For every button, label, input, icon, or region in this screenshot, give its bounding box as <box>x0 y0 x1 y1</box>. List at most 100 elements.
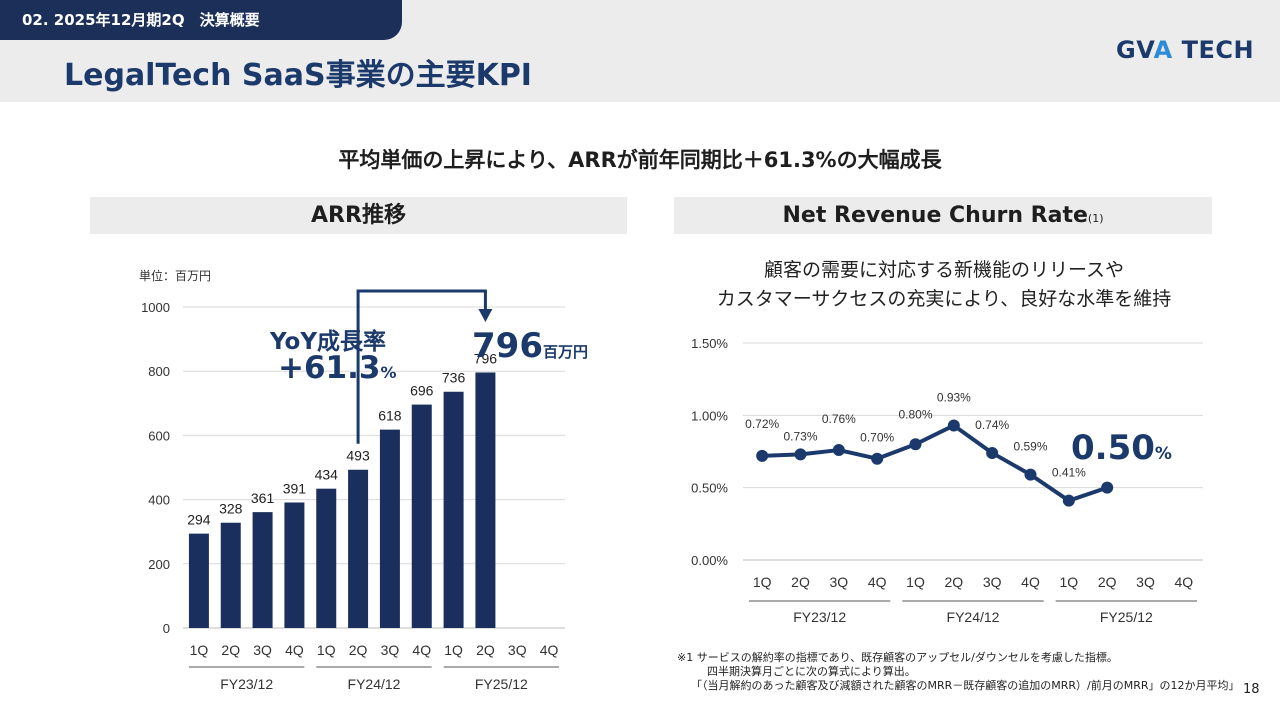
footnote-line3: 「（当月解約のあった顧客及び減額された顧客のMRR－既存顧客の追加のMRR）/前… <box>691 679 1240 692</box>
arr-y-tick-label: 400 <box>148 493 170 508</box>
arr-x-tick-label: 3Q <box>508 642 527 658</box>
churn-point <box>756 449 769 462</box>
arr-data-label: 361 <box>251 490 275 506</box>
slide-headline: 平均単価の上昇により、ARRが前年同期比＋61.3%の大幅成長 <box>338 148 942 172</box>
churn-x-tick-label: 1Q <box>753 574 772 590</box>
arr-x-tick-label: 4Q <box>540 642 559 658</box>
yoy-growth-label: YoY成長率 <box>270 329 386 355</box>
company-logo: GVA TECH <box>1116 36 1254 64</box>
churn-x-tick-label: 2Q <box>1098 574 1117 590</box>
arr-y-tick-label: 600 <box>148 428 170 443</box>
arr-y-tick-label: 0 <box>163 621 170 636</box>
arr-group-label: FY24/12 <box>348 676 401 692</box>
arr-x-tick-label: 3Q <box>381 642 400 658</box>
churn-point <box>1101 481 1114 494</box>
churn-point <box>909 438 922 451</box>
arr-x-tick-label: 2Q <box>349 642 368 658</box>
arr-latest-number: 796 <box>472 326 543 366</box>
arr-data-label: 434 <box>315 467 339 483</box>
arr-x-tick-label: 4Q <box>412 642 431 658</box>
footnote: ※1 サービスの解約率の指標であり、既存顧客のアップセル/ダウンセルを考慮した指… <box>677 651 1240 693</box>
churn-point <box>1062 494 1075 507</box>
churn-x-tick-label: 4Q <box>1174 574 1193 590</box>
churn-x-tick-label: 1Q <box>906 574 925 590</box>
arr-x-tick-label: 1Q <box>317 642 336 658</box>
arr-data-label: 391 <box>283 480 307 496</box>
yoy-growth-value: +61.3% <box>278 350 397 386</box>
churn-x-tick-label: 2Q <box>944 574 963 590</box>
churn-data-label: 0.59% <box>1013 440 1047 454</box>
churn-latest-number: 0.50 <box>1071 428 1155 468</box>
arr-x-tick-label: 2Q <box>476 642 495 658</box>
churn-group-label: FY25/12 <box>1100 609 1153 625</box>
page-title: LegalTech SaaS事業の主要KPI <box>64 58 532 93</box>
arr-bar <box>316 488 337 628</box>
churn-x-tick-label: 3Q <box>983 574 1002 590</box>
churn-point <box>947 419 960 432</box>
arr-bar <box>443 391 464 628</box>
arr-bar <box>411 404 432 628</box>
arr-unit-label: 単位：百万円 <box>139 269 212 283</box>
arr-panel-title: ARR推移 <box>90 197 627 234</box>
yoy-arrowhead <box>478 309 493 322</box>
arr-data-label: 736 <box>442 370 466 386</box>
churn-point <box>832 444 845 457</box>
arr-x-tick-label: 1Q <box>190 642 209 658</box>
churn-x-tick-label: 2Q <box>791 574 810 590</box>
churn-group-label: FY23/12 <box>793 609 846 625</box>
churn-point <box>871 452 884 465</box>
churn-latest-callout: 0.50% <box>1071 428 1172 468</box>
arr-x-tick-label: 4Q <box>285 642 304 658</box>
arr-x-tick-label: 3Q <box>253 642 272 658</box>
churn-latest-unit: % <box>1154 444 1172 464</box>
churn-data-label: 0.72% <box>745 417 779 431</box>
arr-data-label: 696 <box>410 383 434 399</box>
churn-series-line <box>762 423 1108 503</box>
arr-y-tick-label: 800 <box>148 364 170 379</box>
churn-y-tick-label: 0.50% <box>691 481 728 496</box>
churn-data-label: 0.80% <box>898 407 932 421</box>
arr-group-label: FY23/12 <box>220 676 273 692</box>
arr-y-tick-label: 1000 <box>141 300 170 315</box>
arr-data-label: 493 <box>346 448 370 464</box>
arr-data-label: 618 <box>378 408 402 424</box>
arr-bar <box>379 429 400 628</box>
churn-y-tick-label: 1.00% <box>691 408 728 423</box>
arr-data-label: 294 <box>187 512 211 528</box>
arr-bar <box>475 372 496 628</box>
churn-desc-line2: カスタマーサクセスの充実により、良好な水準を維持 <box>716 288 1172 310</box>
churn-point <box>794 448 807 461</box>
arr-bar <box>348 469 369 628</box>
arr-latest-callout: 796百万円 <box>472 326 588 366</box>
churn-x-tick-label: 3Q <box>829 574 848 590</box>
yoy-growth-unit: % <box>380 363 397 382</box>
arr-latest-unit: 百万円 <box>542 343 588 361</box>
footnote-line2: 四半期決算月ごとに次の算式により算出。 <box>707 665 916 678</box>
churn-data-label: 0.93% <box>937 390 971 404</box>
footnote-line1: ※1 サービスの解約率の指標であり、既存顧客のアップセル/ダウンセルを考慮した指… <box>677 651 1118 664</box>
churn-x-tick-label: 3Q <box>1136 574 1155 590</box>
churn-x-tick-label: 4Q <box>1021 574 1040 590</box>
churn-desc-line1: 顧客の需要に対応する新機能のリリースや <box>763 259 1125 281</box>
arr-bar <box>284 502 305 628</box>
page-number: 18 <box>1243 682 1260 697</box>
churn-title-note: (1) <box>1087 212 1104 225</box>
churn-y-tick-label: 0.00% <box>691 553 728 568</box>
churn-y-tick-label: 1.50% <box>691 336 728 351</box>
churn-description: 顧客の需要に対応する新機能のリリースや カスタマーサクセスの充実により、良好な水… <box>674 256 1214 314</box>
churn-title-text: Net Revenue Churn Rate <box>782 203 1088 228</box>
churn-data-label: 0.73% <box>783 429 817 443</box>
churn-panel-title: Net Revenue Churn Rate(1) <box>674 197 1212 234</box>
arr-data-label: 328 <box>219 501 243 517</box>
arr-y-tick-label: 200 <box>148 557 170 572</box>
churn-point <box>986 446 999 459</box>
arr-bar <box>188 533 209 628</box>
arr-bar <box>220 522 241 628</box>
churn-data-label: 0.70% <box>860 431 894 445</box>
arr-x-tick-label: 1Q <box>444 642 463 658</box>
logo-text-tail: TECH <box>1172 36 1255 64</box>
logo-text-main: GV <box>1116 36 1154 64</box>
yoy-growth-number: +61.3 <box>278 350 381 386</box>
